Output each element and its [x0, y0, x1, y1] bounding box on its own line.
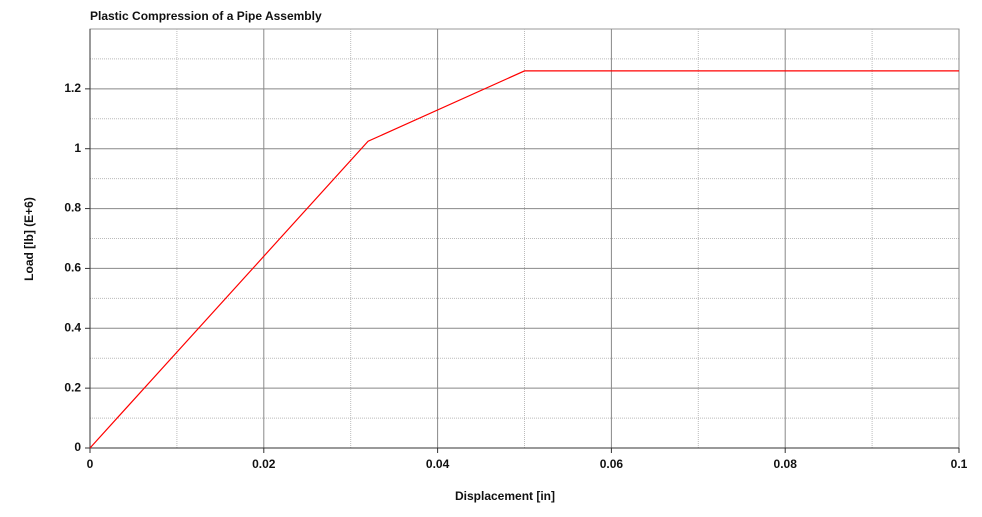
x-tick-label: 0 — [87, 457, 94, 471]
y-axis-label: Load [lb] (E+6) — [22, 197, 36, 281]
y-tick-label: 0.8 — [64, 201, 81, 215]
chart-title: Plastic Compression of a Pipe Assembly — [90, 9, 322, 23]
x-tick-label: 0.08 — [774, 457, 798, 471]
x-tick-label: 0.04 — [426, 457, 450, 471]
x-axis-label: Displacement [in] — [455, 489, 555, 503]
y-tick-label: 0 — [74, 440, 81, 454]
x-tick-label: 0.06 — [600, 457, 624, 471]
data-line — [89, 70, 959, 449]
y-tick-label: 0.2 — [64, 380, 81, 394]
y-tick-label: 0.6 — [64, 261, 81, 275]
y-tick-label: 0.4 — [64, 320, 81, 334]
y-tick-label: 1 — [74, 141, 81, 155]
x-tick-label: 0.02 — [252, 457, 276, 471]
y-tick-label: 1.2 — [64, 81, 81, 95]
x-tick-label: 0.1 — [951, 457, 968, 471]
